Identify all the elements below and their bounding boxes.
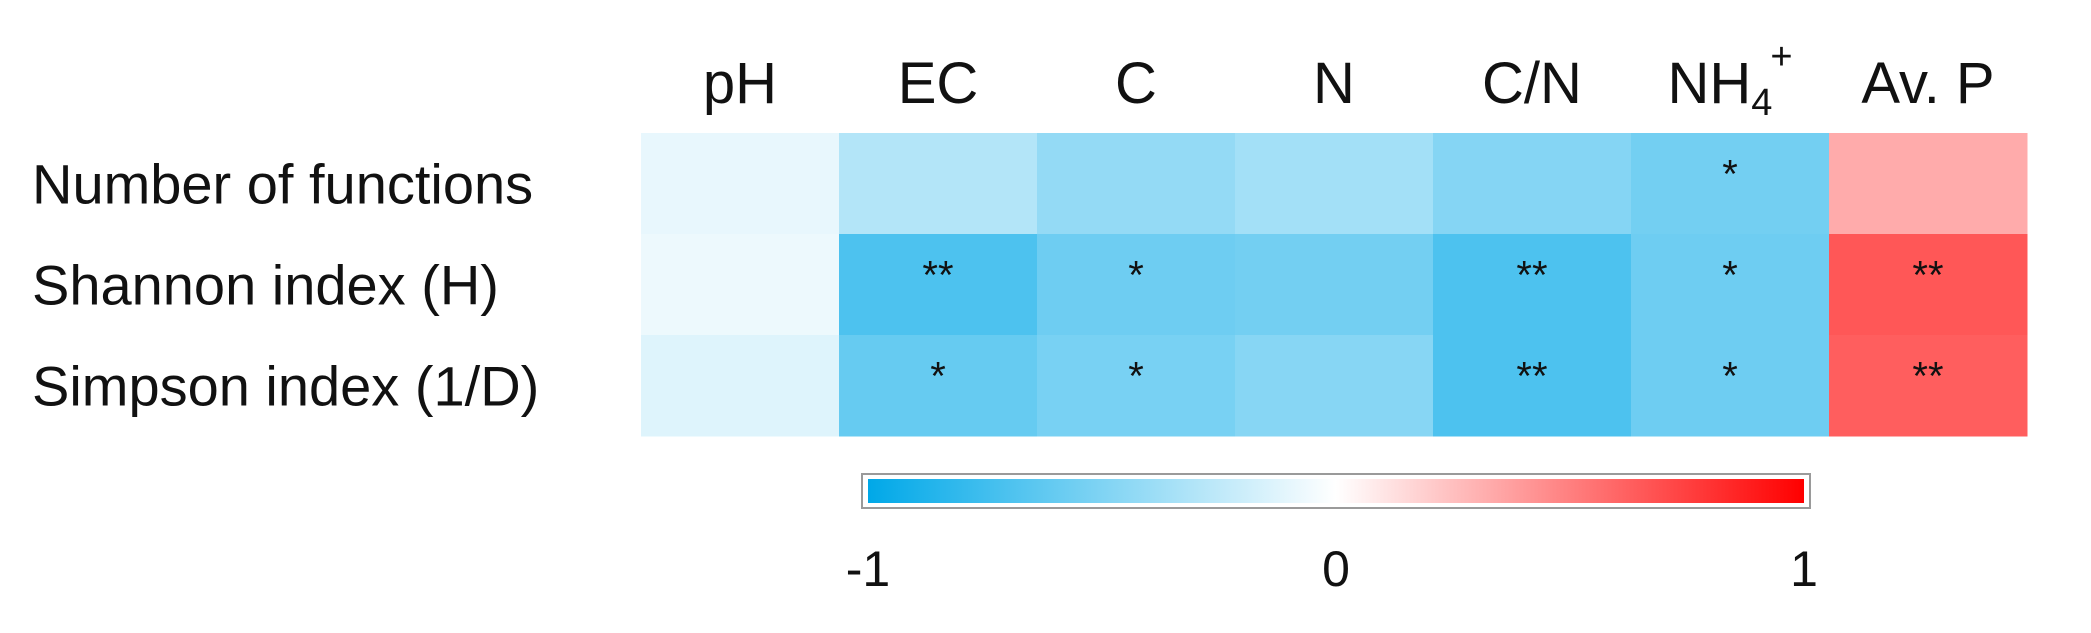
column-label-ec: EC	[898, 51, 979, 116]
heatmap-cell	[839, 133, 1038, 235]
heatmap-cell	[1631, 234, 1830, 336]
heatmap-cell	[1433, 234, 1632, 336]
colorbar-tick-label: -1	[846, 541, 890, 597]
column-label-c: C	[1115, 51, 1157, 116]
significance-marker: **	[922, 254, 953, 298]
heatmap-cell	[1631, 335, 1830, 437]
column-label-c-n: C/N	[1482, 51, 1582, 116]
heatmap-cell	[1829, 335, 2028, 437]
significance-marker: **	[1516, 254, 1547, 298]
heatmap-cell	[641, 335, 840, 437]
colorbar-tick-labels: -1 0 1	[846, 541, 1818, 597]
colorbar	[861, 473, 1811, 509]
colorbar-tick-label: 1	[1790, 541, 1818, 597]
significance-marker: *	[930, 355, 946, 399]
heatmap-cell	[1235, 133, 1434, 235]
colorbar-tick-label: 0	[1322, 541, 1350, 597]
heatmap-cell	[1037, 335, 1236, 437]
heatmap-cell	[1829, 234, 2028, 336]
heatmap-cell	[641, 133, 840, 235]
significance-marker: **	[1912, 355, 1943, 399]
column-label-nh4: NH4+	[1667, 36, 1792, 124]
significance-markers: *** * ** * *** * ** * **	[922, 153, 1943, 399]
heatmap-cell	[1631, 133, 1830, 235]
heatmap-cell	[1037, 133, 1236, 235]
heatmap-cell	[641, 234, 840, 336]
heatmap-cell	[1433, 335, 1632, 437]
heatmap-cell	[1235, 234, 1434, 336]
heatmap-cell	[1433, 133, 1632, 235]
significance-marker: *	[1722, 254, 1738, 298]
significance-marker: *	[1722, 355, 1738, 399]
significance-marker: *	[1128, 355, 1144, 399]
column-labels: pH EC C N C/N NH4+ Av. P	[703, 36, 1995, 124]
column-label-n: N	[1313, 51, 1355, 116]
row-labels: Number of functions Shannon index (H) Simp…	[32, 153, 539, 418]
significance-marker: **	[1516, 355, 1547, 399]
column-label-av-p: Av. P	[1861, 51, 1994, 116]
significance-marker: *	[1722, 153, 1738, 197]
heatmap-cell	[839, 335, 1038, 437]
colorbar-gradient	[868, 479, 1804, 503]
heatmap-cell	[1037, 234, 1236, 336]
significance-marker: *	[1128, 254, 1144, 298]
row-label-number-of-functions: Number of functions	[32, 153, 533, 216]
heatmap-cells	[641, 133, 2028, 437]
heatmap-cell	[1235, 335, 1434, 437]
row-label-shannon-index-h: Shannon index (H)	[32, 254, 499, 317]
row-label-simpson-index-1-d: Simpson index (1/D)	[32, 355, 539, 418]
column-label-ph: pH	[703, 51, 777, 116]
heatmap-cell	[1829, 133, 2028, 235]
significance-marker: **	[1912, 254, 1943, 298]
heatmap-cell	[839, 234, 1038, 336]
